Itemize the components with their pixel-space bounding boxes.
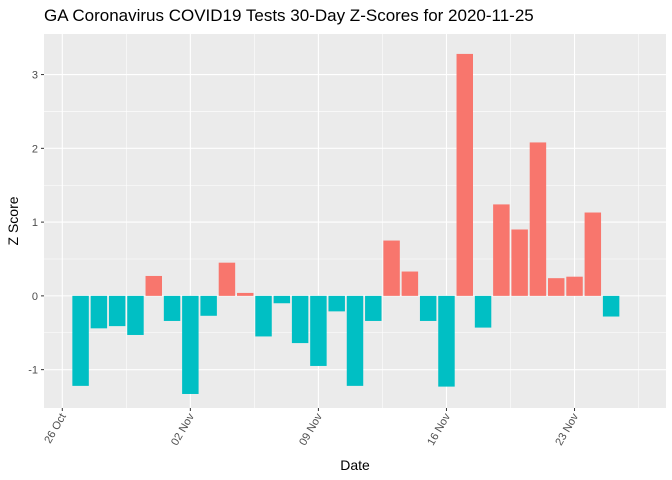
bar <box>218 262 236 296</box>
x-tick-label: 16 Nov <box>425 411 453 448</box>
chart-title: GA Coronavirus COVID19 Tests 30-Day Z-Sc… <box>44 6 534 25</box>
bar <box>365 295 382 321</box>
bar <box>200 295 217 316</box>
bar <box>529 142 547 296</box>
bar <box>72 295 89 386</box>
bar <box>310 295 327 366</box>
bar <box>127 295 144 335</box>
bar <box>273 295 291 304</box>
bar <box>438 295 455 387</box>
x-axis-title: Date <box>340 457 370 473</box>
bar <box>237 292 254 296</box>
bar <box>291 295 309 344</box>
bar <box>145 275 162 296</box>
bar <box>182 295 199 394</box>
y-tick-label: 3 <box>32 70 38 82</box>
bar <box>163 295 181 321</box>
bar <box>419 295 437 321</box>
y-tick-label: -1 <box>28 365 38 377</box>
x-tick-label: 26 Oct <box>42 412 69 446</box>
x-tick-label: 02 Nov <box>169 411 197 448</box>
bar <box>584 212 602 296</box>
y-axis-title: Z Score <box>5 196 21 245</box>
bar <box>548 278 565 296</box>
bar <box>566 276 583 296</box>
y-tick-label: 2 <box>32 143 38 155</box>
bar <box>401 271 419 296</box>
y-tick-label: 1 <box>32 217 38 229</box>
bar <box>328 295 345 312</box>
bar <box>346 295 364 386</box>
bar <box>456 53 473 296</box>
x-tick-label: 09 Nov <box>297 411 325 448</box>
bar <box>511 229 528 296</box>
bar <box>108 295 126 327</box>
bar <box>602 295 620 317</box>
bar <box>383 240 400 296</box>
bar <box>255 295 272 337</box>
y-tick-label: 0 <box>32 291 38 303</box>
bar <box>474 295 492 328</box>
bar <box>493 204 510 296</box>
x-tick-label: 23 Nov <box>553 411 581 448</box>
bar <box>90 295 108 329</box>
